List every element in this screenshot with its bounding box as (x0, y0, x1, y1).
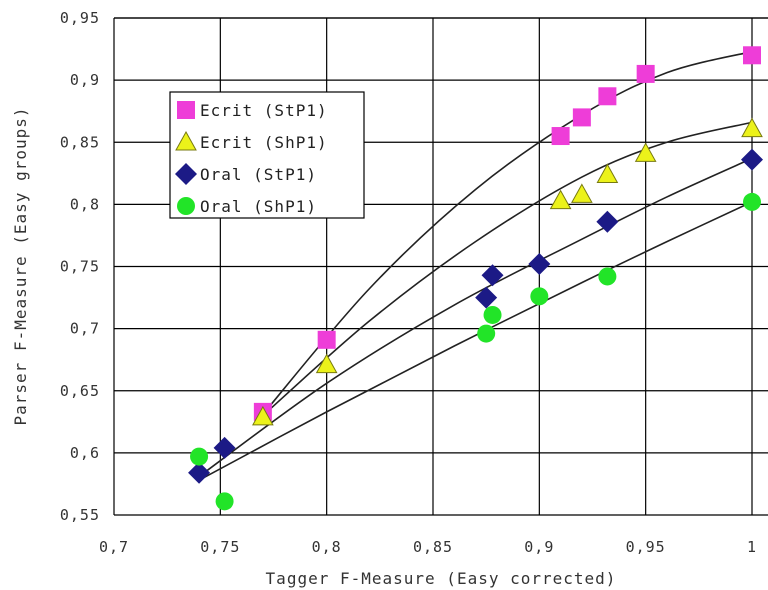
data-point-triangle (596, 163, 619, 184)
legend-marker-square (177, 101, 195, 119)
data-point-triangle (571, 183, 593, 203)
y-axis-label: Parser F-Measure (Easy groups) (11, 107, 30, 426)
legend-marker-triangle (175, 130, 197, 151)
data-point-triangle (252, 405, 274, 426)
data-point-circle (743, 192, 761, 211)
data-point-square (317, 330, 336, 349)
data-point-diamond (481, 264, 504, 287)
x-tick-label: 0,7 (99, 538, 129, 556)
legend-label: Ecrit (ShP1) (200, 133, 328, 152)
legend-marker-diamond (175, 163, 197, 185)
x-axis-label: Tagger F-Measure (Easy corrected) (266, 569, 617, 588)
trend-line (198, 201, 753, 481)
y-tick-label: 0,95 (60, 9, 100, 27)
data-point-triangle (741, 117, 763, 138)
legend-label: Oral (StP1) (200, 165, 317, 184)
legend-box (169, 91, 365, 219)
x-tick-label: 0,75 (200, 538, 240, 556)
legend-marker-circle (177, 197, 195, 215)
data-point-diamond (528, 253, 551, 276)
x-tick-label: 0,8 (312, 538, 342, 556)
y-tick-label: 0,9 (70, 71, 100, 89)
data-point-diamond (475, 286, 498, 309)
data-point-diamond (188, 461, 211, 484)
data-point-circle (483, 305, 502, 324)
data-point-circle (190, 447, 209, 466)
data-point-triangle (549, 189, 572, 210)
legend: Ecrit (StP1) Ecrit (ShP1) Oral (StP1) Oral … (169, 91, 365, 219)
y-tick-label: 0,55 (60, 506, 100, 524)
data-point-square (598, 87, 617, 106)
data-point-circle (530, 287, 549, 306)
y-tick-label: 0,8 (70, 195, 100, 213)
legend-label: Oral (ShP1) (200, 197, 317, 216)
x-tick-label: 0,95 (626, 538, 666, 556)
data-point-diamond (213, 436, 236, 459)
trend-line (262, 50, 753, 415)
data-point-diamond (741, 148, 763, 171)
y-tick-label: 0,75 (60, 258, 100, 276)
y-axis-ticks: 0,55 0,6 0,65 0,7 0,75 0,8 0,85 0,9 0,95 (60, 9, 100, 524)
y-tick-label: 0,7 (70, 320, 100, 338)
data-point-triangle (634, 142, 657, 162)
x-axis-ticks: 0,7 0,75 0,8 0,85 0,9 0,95 1 (99, 538, 757, 556)
x-tick-label: 1 (747, 538, 757, 556)
trend-lines (198, 50, 753, 481)
data-point-square (551, 127, 570, 146)
y-tick-label: 0,85 (60, 133, 100, 151)
trend-line (262, 121, 753, 417)
y-tick-label: 0,65 (60, 382, 100, 400)
data-point-square (743, 46, 761, 65)
data-points (188, 46, 763, 511)
data-point-circle (477, 324, 496, 343)
x-tick-label: 0,9 (524, 538, 554, 556)
data-point-square (572, 108, 591, 127)
legend-label: Ecrit (StP1) (200, 101, 328, 120)
y-tick-label: 0,6 (70, 444, 100, 462)
data-point-triangle (315, 353, 338, 374)
trend-line (198, 157, 753, 478)
x-tick-label: 0,85 (413, 538, 453, 556)
data-point-diamond (596, 210, 619, 233)
data-point-circle (598, 267, 617, 286)
data-point-circle (215, 492, 234, 511)
data-point-square (636, 64, 655, 83)
